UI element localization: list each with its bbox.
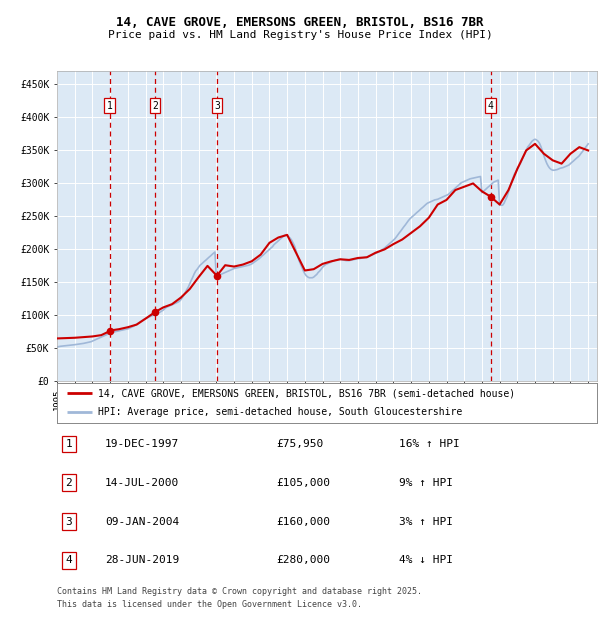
Text: £75,950: £75,950 [276,439,323,449]
Text: 3% ↑ HPI: 3% ↑ HPI [399,516,453,526]
Text: 14, CAVE GROVE, EMERSONS GREEN, BRISTOL, BS16 7BR (semi-detached house): 14, CAVE GROVE, EMERSONS GREEN, BRISTOL,… [97,388,515,399]
Text: 19-DEC-1997: 19-DEC-1997 [105,439,179,449]
Text: £160,000: £160,000 [276,516,330,526]
Text: 4: 4 [488,100,494,110]
Text: 2: 2 [152,100,158,110]
Text: HPI: Average price, semi-detached house, South Gloucestershire: HPI: Average price, semi-detached house,… [97,407,462,417]
Text: 4: 4 [65,556,73,565]
Text: 3: 3 [214,100,220,110]
Text: 2: 2 [65,478,73,488]
Text: 16% ↑ HPI: 16% ↑ HPI [399,439,460,449]
Text: 14, CAVE GROVE, EMERSONS GREEN, BRISTOL, BS16 7BR: 14, CAVE GROVE, EMERSONS GREEN, BRISTOL,… [116,16,484,29]
Text: This data is licensed under the Open Government Licence v3.0.: This data is licensed under the Open Gov… [57,600,362,609]
Text: £105,000: £105,000 [276,478,330,488]
Text: £280,000: £280,000 [276,556,330,565]
Text: 09-JAN-2004: 09-JAN-2004 [105,516,179,526]
Text: Price paid vs. HM Land Registry's House Price Index (HPI): Price paid vs. HM Land Registry's House … [107,30,493,40]
Text: 14-JUL-2000: 14-JUL-2000 [105,478,179,488]
Text: 9% ↑ HPI: 9% ↑ HPI [399,478,453,488]
Text: 28-JUN-2019: 28-JUN-2019 [105,556,179,565]
Text: 3: 3 [65,516,73,526]
Text: Contains HM Land Registry data © Crown copyright and database right 2025.: Contains HM Land Registry data © Crown c… [57,587,422,596]
Text: 4% ↓ HPI: 4% ↓ HPI [399,556,453,565]
Text: 1: 1 [65,439,73,449]
Text: 1: 1 [107,100,113,110]
